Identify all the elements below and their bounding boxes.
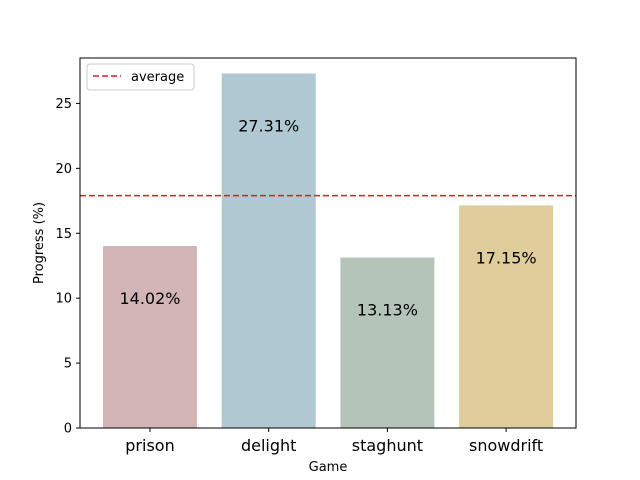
- y-axis-label: Progress (%): [32, 202, 47, 284]
- x-tick-label-prison: prison: [125, 436, 174, 455]
- y-tick-label-15: 15: [55, 227, 72, 242]
- y-tick-label-25: 25: [55, 97, 72, 112]
- bars-group: [103, 73, 554, 428]
- x-tick-label-staghunt: staghunt: [352, 436, 423, 455]
- legend: average: [86, 63, 195, 91]
- y-tick-label-10: 10: [55, 292, 72, 307]
- x-axis-label: Game: [309, 460, 348, 475]
- x-tick-label-delight: delight: [241, 436, 296, 455]
- y-axis: 0 5 10 15 20 25: [55, 97, 80, 437]
- bar-value-label-snowdrift: 17.15%: [476, 248, 537, 267]
- x-tick-label-snowdrift: snowdrift: [469, 436, 543, 455]
- y-tick-label-5: 5: [64, 357, 72, 372]
- bar-value-label-staghunt: 13.13%: [357, 300, 418, 319]
- bar-snowdrift: [459, 205, 554, 428]
- legend-box: [86, 63, 195, 91]
- bar-value-label-prison: 14.02%: [119, 289, 180, 308]
- bar-value-labels: 14.02% 27.31% 13.13% 17.15%: [119, 116, 536, 319]
- legend-average-label: average: [131, 70, 184, 85]
- y-tick-label-0: 0: [64, 422, 72, 437]
- y-tick-label-20: 20: [55, 162, 72, 177]
- plot-frame: [79, 57, 577, 429]
- x-axis: prison delight staghunt snowdrift: [125, 428, 543, 455]
- bar-delight: [221, 73, 316, 428]
- bar-prison: [103, 245, 197, 428]
- bar-staghunt: [340, 257, 435, 428]
- bar-value-label-delight: 27.31%: [238, 116, 299, 135]
